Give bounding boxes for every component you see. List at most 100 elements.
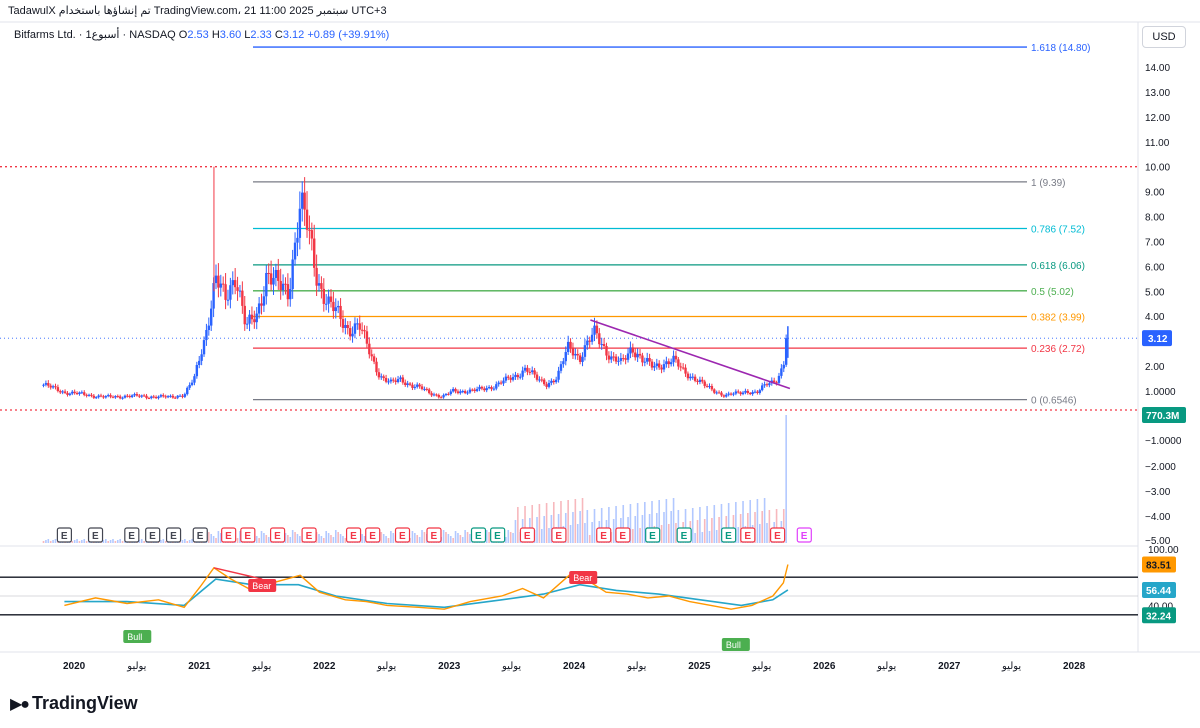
candle-body — [509, 377, 512, 380]
rsi-ma-value-label: 56.44 — [1146, 586, 1171, 597]
candle-body — [569, 341, 572, 348]
volume-bar — [591, 522, 593, 543]
volume-bar — [485, 530, 488, 543]
candle-body — [286, 284, 290, 300]
candle-body — [202, 340, 206, 355]
earnings-marker — [721, 527, 737, 543]
volume-bar — [737, 527, 740, 543]
currency-button[interactable]: USD — [1142, 26, 1186, 48]
candle-body — [614, 356, 618, 362]
candle-body — [248, 314, 251, 324]
candle-body — [416, 384, 419, 387]
volume-bar — [78, 541, 81, 543]
candle-body — [751, 392, 754, 395]
volume-bar — [660, 525, 663, 543]
candle-body — [123, 395, 127, 398]
candle-body — [447, 393, 450, 395]
volume-bar — [287, 535, 289, 543]
open-label: O — [178, 29, 188, 41]
candle-body — [205, 329, 208, 341]
candle-body — [734, 391, 738, 394]
low-label: L — [244, 29, 251, 41]
divergence-badge — [569, 571, 598, 584]
volume-bar — [677, 510, 680, 543]
volume-bar — [423, 532, 426, 543]
candle-body — [538, 379, 541, 381]
candle-body — [495, 384, 498, 389]
earnings-marker-label: E — [524, 531, 531, 542]
candle-body — [162, 395, 165, 397]
candle-body — [75, 392, 79, 395]
volume-bar — [76, 539, 78, 543]
volume-bar — [584, 523, 586, 543]
candle-body — [272, 277, 275, 285]
candle-body — [720, 392, 723, 396]
trendline — [590, 319, 791, 390]
candle-body — [626, 353, 630, 360]
time-axis-label: يوليو — [501, 661, 521, 672]
volume-bar — [284, 533, 287, 543]
candle-body — [133, 394, 136, 396]
candle-body — [657, 363, 661, 368]
candle-body — [193, 376, 196, 383]
candle-body — [130, 395, 134, 398]
candle-body — [507, 376, 510, 378]
volume-bar — [418, 537, 421, 543]
candle-body — [147, 398, 151, 400]
volume-bar — [727, 503, 730, 543]
candle-body — [106, 395, 110, 397]
price-axis-tick: 5.00 — [1145, 287, 1165, 298]
volume-bar — [488, 532, 490, 543]
candle-body — [56, 387, 60, 392]
volume-bar — [299, 536, 301, 543]
candle-body — [358, 323, 361, 330]
candle-body — [519, 376, 522, 378]
candle-body — [255, 313, 258, 323]
candle-body — [404, 382, 407, 386]
volume-bar — [143, 541, 145, 543]
candle-body — [780, 368, 783, 376]
volume-bar — [289, 537, 292, 543]
candle-body — [669, 362, 673, 365]
volume-bar — [574, 499, 577, 543]
candle-body — [456, 391, 460, 394]
candle-body — [293, 242, 297, 260]
earnings-marker-label: E — [149, 531, 156, 542]
volume-bar — [138, 540, 141, 543]
candle-body — [224, 284, 227, 300]
candle-body — [772, 380, 776, 383]
candle-body — [696, 380, 699, 382]
volume-bar — [411, 531, 414, 543]
low-value: 2.33 — [250, 29, 272, 41]
time-axis-label: 2022 — [313, 661, 336, 672]
candle-body — [598, 333, 601, 345]
volume-bar — [83, 539, 86, 543]
volume-bar — [112, 539, 114, 543]
volume-bar — [699, 507, 701, 543]
candle-body — [444, 393, 448, 396]
candle-body — [566, 341, 570, 353]
volume-bar — [696, 520, 699, 543]
earnings-marker-label: E — [744, 531, 751, 542]
candle-body — [547, 382, 551, 387]
volume-bar — [612, 519, 615, 543]
candle-body — [190, 382, 194, 385]
candle-body — [617, 360, 620, 362]
candle-body — [257, 303, 261, 314]
candle-body — [610, 356, 613, 360]
candle-body — [399, 377, 402, 380]
rsi-axis-tick: 100.00 — [1148, 545, 1179, 556]
earnings-marker — [394, 527, 411, 543]
earnings-marker — [365, 527, 381, 543]
candle-body — [550, 380, 553, 383]
candle-body — [212, 283, 215, 309]
volume-bar — [469, 534, 471, 543]
volume-bar — [684, 509, 687, 543]
candle-body — [641, 355, 644, 363]
time-axis-label: 2023 — [438, 661, 461, 672]
volume-bar — [52, 540, 54, 543]
volume-bar — [361, 534, 363, 543]
fib-level-label: 0.5 (5.02) — [1031, 287, 1074, 298]
candle-body — [636, 353, 639, 358]
